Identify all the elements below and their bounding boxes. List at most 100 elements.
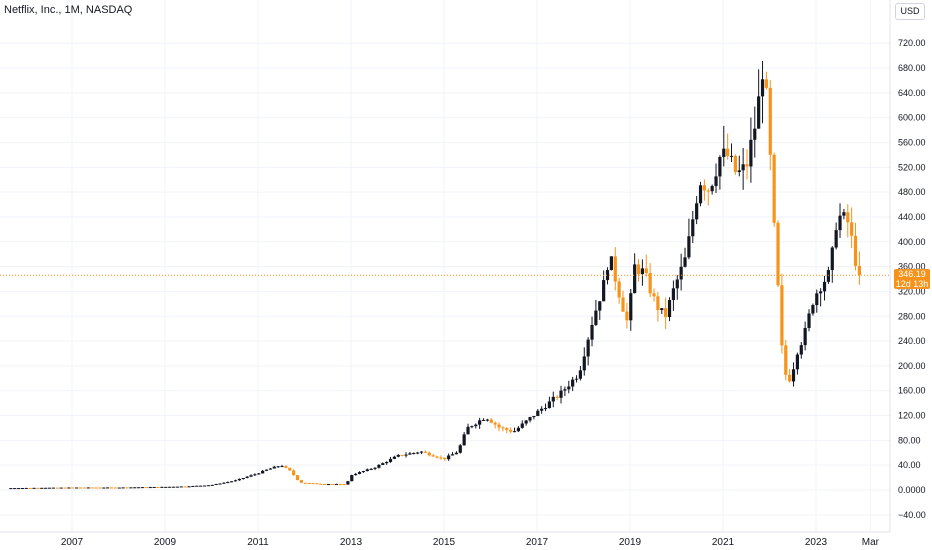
candle-body — [435, 456, 439, 458]
candle-body — [702, 185, 706, 191]
candle-body — [594, 310, 598, 325]
currency-button[interactable]: USD — [895, 3, 925, 20]
candle-body — [168, 486, 172, 488]
last-price-value: 346.19 — [898, 269, 926, 280]
candle-body — [648, 273, 652, 294]
candle-body — [427, 452, 431, 456]
candle-body — [381, 463, 385, 465]
candle-body — [536, 410, 540, 416]
candle-body — [245, 476, 249, 479]
y-tick-label: −40.00 — [898, 510, 926, 520]
candle-body — [280, 466, 284, 468]
candle-body — [516, 427, 520, 432]
time-axis[interactable]: 2007 2009 2011 2013 2015 2017 2019 2021 2023 Mar — [61, 537, 880, 548]
candle-body — [214, 484, 218, 486]
candle-body — [784, 345, 788, 375]
candle-body — [443, 457, 447, 460]
candle-body — [551, 396, 555, 402]
candle-body — [36, 487, 40, 489]
candle-body — [640, 268, 644, 275]
candle-body — [605, 270, 610, 281]
candle-body — [671, 288, 675, 300]
candle-body — [392, 456, 396, 459]
candle-body — [82, 487, 86, 489]
candle-body — [733, 155, 737, 173]
candle-body — [373, 467, 377, 469]
candle-body — [140, 487, 145, 489]
candle-body — [764, 79, 768, 88]
candle-body — [171, 486, 176, 488]
candle-body — [509, 429, 513, 432]
candle-body — [757, 96, 761, 129]
candle-body — [78, 487, 83, 489]
candle-body — [609, 256, 613, 271]
candle-body — [195, 485, 199, 487]
candle-body — [481, 419, 486, 421]
candle-body — [772, 154, 776, 223]
candle-body — [718, 156, 722, 177]
candle-body — [474, 424, 478, 427]
candle-body — [295, 475, 300, 481]
candle-body — [598, 301, 602, 311]
candle-body — [404, 454, 408, 456]
candle-body — [288, 467, 292, 471]
y-tick-label: 80.00 — [898, 435, 921, 445]
y-tick-label: 560.00 — [898, 138, 926, 148]
candle-body — [71, 487, 75, 489]
candle-body — [726, 148, 730, 157]
candle-body — [656, 296, 660, 311]
y-tick-label: 360.00 — [898, 262, 926, 272]
candle-body — [44, 487, 48, 489]
x-tick-label: Mar — [862, 537, 880, 548]
candle-body — [152, 486, 156, 488]
candle-body — [493, 422, 497, 425]
candle-body — [776, 222, 780, 286]
candle-body — [121, 487, 125, 489]
candle-body — [602, 280, 606, 302]
candle-body — [528, 417, 532, 421]
candle-body — [264, 469, 269, 471]
candle-body — [102, 487, 106, 489]
candle-body — [98, 487, 102, 489]
candle-body — [590, 324, 594, 340]
candle-body — [183, 486, 187, 488]
candle-body — [737, 170, 741, 173]
candle-body — [419, 451, 424, 453]
y-tick-label: 400.00 — [898, 237, 926, 247]
candlestick-series — [9, 60, 861, 490]
candle-body — [24, 487, 28, 489]
candle-body — [230, 481, 234, 483]
candle-body — [846, 212, 850, 223]
y-tick-label: 520.00 — [898, 162, 926, 172]
price-axis[interactable]: 720.00 680.00 640.00 600.00 560.00 520.00 480.… — [898, 38, 926, 520]
candle-body — [749, 139, 753, 167]
candle-body — [13, 488, 17, 490]
candle-body — [485, 419, 489, 421]
y-tick-label: 120.00 — [898, 411, 926, 421]
x-tick-label: 2017 — [526, 537, 549, 548]
candle-body — [470, 426, 474, 428]
candle-body — [458, 445, 462, 453]
candle-body — [741, 164, 745, 171]
candle-body — [113, 487, 117, 489]
candle-body — [423, 451, 427, 453]
candle-body — [133, 487, 137, 489]
candle-body — [675, 279, 679, 289]
x-tick-label: 2009 — [154, 537, 177, 548]
candle-body — [129, 487, 133, 489]
candle-body — [857, 265, 861, 276]
candle-body — [326, 484, 331, 486]
y-tick-label: 480.00 — [898, 187, 926, 197]
candle-body — [819, 291, 823, 294]
candle-body — [563, 389, 567, 391]
candle-body — [257, 473, 261, 475]
candle-body — [695, 203, 699, 220]
y-tick-label: 280.00 — [898, 311, 926, 321]
candle-body — [354, 473, 358, 476]
candle-body — [156, 486, 160, 488]
candle-body — [226, 482, 230, 484]
candle-body — [315, 483, 319, 485]
candle-body — [540, 408, 544, 411]
candle-body — [117, 487, 121, 489]
